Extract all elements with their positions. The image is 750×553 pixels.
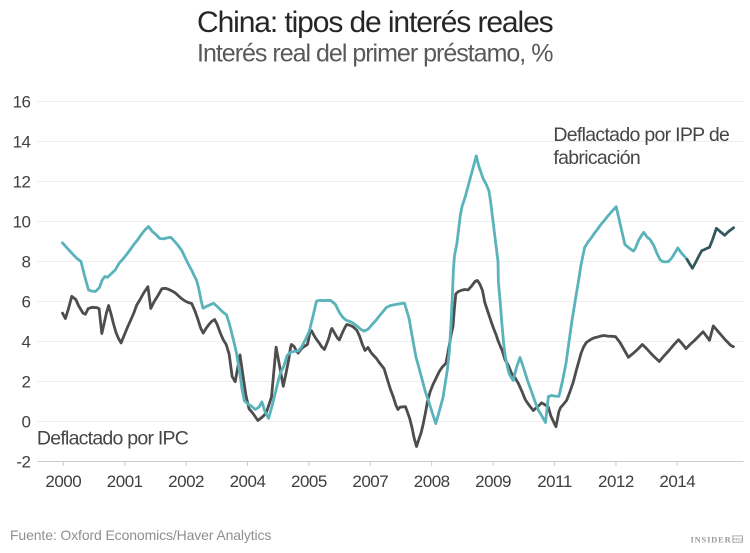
svg-text:2005: 2005 xyxy=(291,472,327,491)
svg-text:2007: 2007 xyxy=(352,472,388,491)
svg-text:8: 8 xyxy=(22,253,31,272)
svg-text:fabricación: fabricación xyxy=(553,147,640,169)
svg-text:Deflactado por IPP de: Deflactado por IPP de xyxy=(553,124,729,146)
svg-text:China: tipos de interés reales: China: tipos de interés reales xyxy=(197,6,553,39)
svg-text:6: 6 xyxy=(22,293,31,312)
svg-text:12: 12 xyxy=(13,173,31,192)
svg-text:2000: 2000 xyxy=(45,472,81,491)
svg-text:2011: 2011 xyxy=(537,472,572,491)
svg-text:2014: 2014 xyxy=(659,472,695,491)
svg-text:10: 10 xyxy=(13,213,31,232)
svg-text:4: 4 xyxy=(22,333,31,352)
svg-text:2: 2 xyxy=(22,373,31,392)
svg-text:2004: 2004 xyxy=(230,472,266,491)
svg-text:INSIDER: INSIDER xyxy=(691,534,732,544)
svg-text:16: 16 xyxy=(13,93,31,112)
svg-text:2008: 2008 xyxy=(414,472,450,491)
svg-text:Fuente: Oxford Economics/Haver: Fuente: Oxford Economics/Haver Analytics xyxy=(10,527,271,543)
svg-text:Interés real del primer présta: Interés real del primer préstamo, % xyxy=(197,40,553,68)
svg-text:2012: 2012 xyxy=(598,472,634,491)
svg-text:-2: -2 xyxy=(16,453,30,472)
svg-text:PRO: PRO xyxy=(733,537,743,542)
svg-text:Deflactado por IPC: Deflactado por IPC xyxy=(37,428,189,450)
svg-text:2002: 2002 xyxy=(168,472,204,491)
svg-text:0: 0 xyxy=(22,413,31,432)
svg-text:2001: 2001 xyxy=(107,472,143,491)
svg-text:2009: 2009 xyxy=(475,472,511,491)
svg-text:14: 14 xyxy=(13,133,31,152)
